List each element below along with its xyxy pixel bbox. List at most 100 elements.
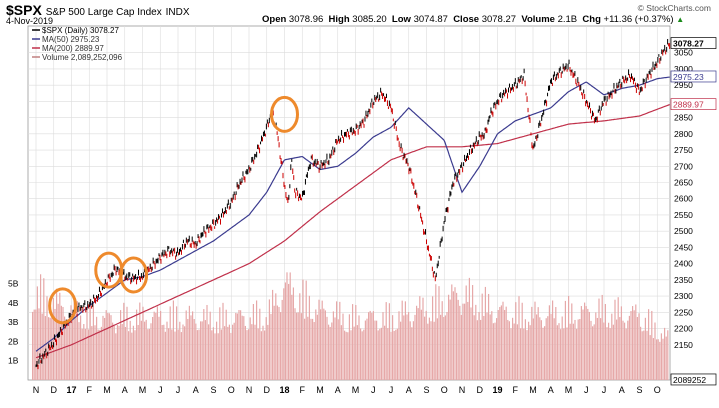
volume-bar [654,322,656,380]
volume-bar [174,331,176,380]
volume-bar [96,316,98,380]
volume-bar [555,307,557,380]
volume-bar [384,325,386,380]
volume-bar [107,313,109,380]
volume-bar [435,284,437,380]
volume-bar [204,320,206,380]
volume-bar [139,302,141,380]
volume-bar [289,272,291,380]
volume-bar [492,323,494,380]
volume-bar [102,315,104,380]
volume-bar [56,288,58,380]
volume-bar [320,309,322,380]
volume-bar [140,320,142,380]
volume-bar [513,323,515,380]
volume-bar [116,324,118,380]
volume-bar [502,301,504,380]
volume-bar [64,316,66,380]
volume-bar [564,300,566,380]
volume-bar [171,329,173,380]
volume-bar [148,328,150,380]
volume-bar [560,329,562,380]
volume-bar [348,314,350,380]
volume-bar [60,305,62,380]
volume-bar [89,298,91,380]
volume-bar [190,315,192,380]
open-value: 3078.96 [288,14,324,25]
volume-bar [627,320,629,380]
volume-bar [510,328,512,380]
x-tick-label: M [103,385,111,395]
volume-bar [480,319,482,380]
volume-bar [286,272,288,380]
volume-bar [339,301,341,380]
volume-bar [299,293,301,380]
volume-bar [563,328,565,380]
volume-bar [508,321,510,380]
volume-bar [529,325,531,380]
volume-bar [633,310,635,380]
volume-bar [232,324,234,380]
volume-bar [660,333,662,380]
volume-bar [441,301,443,380]
x-tick-label: N [246,385,253,395]
price-tag-box [670,37,717,49]
volume-bar [416,305,418,380]
volume-bar [590,320,592,380]
legend-entry: MA(50) 2975.23 [42,35,100,44]
x-tick-label: O [654,385,661,395]
volume-bar [264,330,266,380]
volume-bar [153,311,155,380]
volume-bar [489,314,491,380]
y-tick-label: 2950 [674,80,693,90]
y-tick-label: 2550 [674,210,693,220]
volume-bar [353,326,355,380]
x-tick-label: D [477,385,484,395]
volume-bar [249,317,251,380]
volume-bar [219,307,221,380]
volume-bar [360,328,362,380]
volume-bar [224,326,226,380]
volume-bar [603,322,605,380]
volume-bar [467,301,469,380]
volume-bar [163,324,165,380]
volume-bar [216,321,218,380]
volume-bar [283,288,285,380]
volume-bar [332,311,334,380]
volume-bar [481,293,483,380]
volume-bar [94,325,96,380]
volume-bar [515,302,517,380]
volume-bar [448,294,450,380]
volume-bar [574,319,576,380]
volume-bar [440,314,442,380]
volume-bar [556,325,558,380]
volume-axis-label: 3B [8,317,19,327]
volume-bar [539,317,541,380]
volume-bar [366,318,368,380]
volume-bar [406,314,408,380]
volume-bar [622,320,624,380]
volume-bar [329,326,331,380]
volume-bar [184,326,186,380]
volume-bar [369,310,371,380]
legend-entry: $SPX (Daily) 3078.27 [42,26,119,35]
volume-bar [526,330,528,380]
volume-bar [484,286,486,380]
volume-bar [619,317,621,380]
volume-bar [198,329,200,380]
volume-bar [134,330,136,380]
volume-bar [278,306,280,380]
volume-bar [657,339,659,380]
volume-bar [99,329,101,380]
volume-bar [425,310,427,380]
volume-bar [126,306,128,380]
volume-bar [532,318,534,380]
volume-bar [238,310,240,380]
volume-bar [659,341,661,380]
volume-bar [528,321,530,380]
volume-bar [123,302,125,380]
volume-bar [76,301,78,380]
volume-bar [620,306,622,380]
volume-bar [356,325,358,380]
volume-bar [476,320,478,380]
